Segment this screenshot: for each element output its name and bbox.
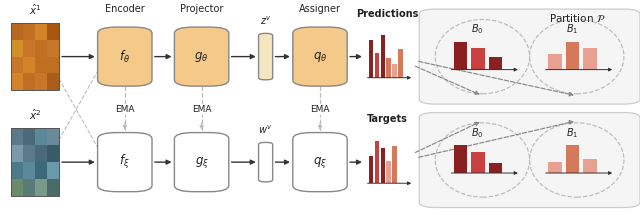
Bar <box>47 39 60 57</box>
Text: Targets: Targets <box>367 114 408 124</box>
Text: $B_0$: $B_0$ <box>472 126 484 140</box>
Bar <box>583 48 596 70</box>
Bar <box>23 128 36 145</box>
Bar <box>398 49 403 78</box>
Text: Partition $\mathcal{P}$: Partition $\mathcal{P}$ <box>548 12 605 24</box>
Bar <box>392 64 397 78</box>
FancyBboxPatch shape <box>259 142 273 182</box>
Bar <box>47 56 60 74</box>
Bar <box>12 162 24 179</box>
Text: Encoder: Encoder <box>105 4 145 14</box>
Bar <box>12 145 24 162</box>
Bar <box>47 73 60 90</box>
FancyBboxPatch shape <box>293 133 347 192</box>
Bar <box>454 42 467 70</box>
Bar <box>35 128 48 145</box>
Bar <box>35 179 48 196</box>
Bar <box>23 179 36 196</box>
FancyBboxPatch shape <box>259 33 273 80</box>
Text: $B_1$: $B_1$ <box>566 22 578 36</box>
Text: Predictions: Predictions <box>356 9 419 19</box>
Text: $\hat{x}^1$: $\hat{x}^1$ <box>29 2 42 16</box>
Bar <box>472 48 484 70</box>
FancyBboxPatch shape <box>97 27 152 86</box>
Text: EMA: EMA <box>115 105 134 114</box>
Text: $q_\xi$: $q_\xi$ <box>313 155 327 170</box>
Bar <box>12 128 24 145</box>
Text: EMA: EMA <box>192 105 211 114</box>
Bar <box>35 56 48 74</box>
FancyBboxPatch shape <box>174 133 229 192</box>
Text: $g_\xi$: $g_\xi$ <box>195 155 209 170</box>
Text: Assigner: Assigner <box>299 4 341 14</box>
Bar <box>23 162 36 179</box>
Text: $g_\theta$: $g_\theta$ <box>195 50 209 64</box>
FancyBboxPatch shape <box>419 9 640 104</box>
Bar <box>23 56 36 74</box>
Bar <box>489 57 502 70</box>
Bar <box>381 148 385 183</box>
Bar <box>369 40 373 78</box>
Bar <box>23 73 36 90</box>
Bar <box>35 73 48 90</box>
FancyBboxPatch shape <box>174 27 229 86</box>
Bar <box>12 56 24 74</box>
Bar <box>23 145 36 162</box>
Text: $\hat{x}^2$: $\hat{x}^2$ <box>29 108 42 122</box>
Bar <box>392 146 397 183</box>
FancyBboxPatch shape <box>419 113 640 207</box>
Bar <box>472 152 484 173</box>
Bar <box>369 156 373 183</box>
Bar <box>47 23 60 40</box>
Bar <box>566 42 579 70</box>
Text: $B_0$: $B_0$ <box>472 22 484 36</box>
Bar <box>35 145 48 162</box>
Bar <box>548 162 561 173</box>
Bar <box>12 73 24 90</box>
Text: $w^v$: $w^v$ <box>259 124 273 136</box>
Text: $q_\theta$: $q_\theta$ <box>313 50 327 64</box>
Bar <box>47 128 60 145</box>
Bar <box>12 39 24 57</box>
Bar <box>23 39 36 57</box>
Bar <box>35 162 48 179</box>
Bar <box>566 145 579 173</box>
Bar <box>454 145 467 173</box>
Bar <box>12 23 24 40</box>
Bar <box>23 23 36 40</box>
Bar <box>381 36 385 78</box>
Bar <box>12 128 60 196</box>
Bar <box>47 179 60 196</box>
Bar <box>35 23 48 40</box>
Bar <box>387 161 391 183</box>
Text: EMA: EMA <box>310 105 330 114</box>
Bar <box>489 163 502 173</box>
Bar <box>548 54 561 70</box>
FancyBboxPatch shape <box>293 27 347 86</box>
Text: $B_1$: $B_1$ <box>566 126 578 140</box>
Bar <box>12 179 24 196</box>
Bar <box>35 39 48 57</box>
Text: $f_\theta$: $f_\theta$ <box>119 49 131 65</box>
Bar <box>374 53 379 78</box>
Bar <box>12 23 60 90</box>
Text: $z^v$: $z^v$ <box>260 15 271 27</box>
Bar <box>387 58 391 78</box>
Bar <box>583 159 596 173</box>
Text: $f_\xi$: $f_\xi$ <box>120 153 130 171</box>
FancyBboxPatch shape <box>97 133 152 192</box>
Bar <box>47 145 60 162</box>
Bar <box>374 141 379 183</box>
Text: Projector: Projector <box>180 4 223 14</box>
Bar <box>47 162 60 179</box>
